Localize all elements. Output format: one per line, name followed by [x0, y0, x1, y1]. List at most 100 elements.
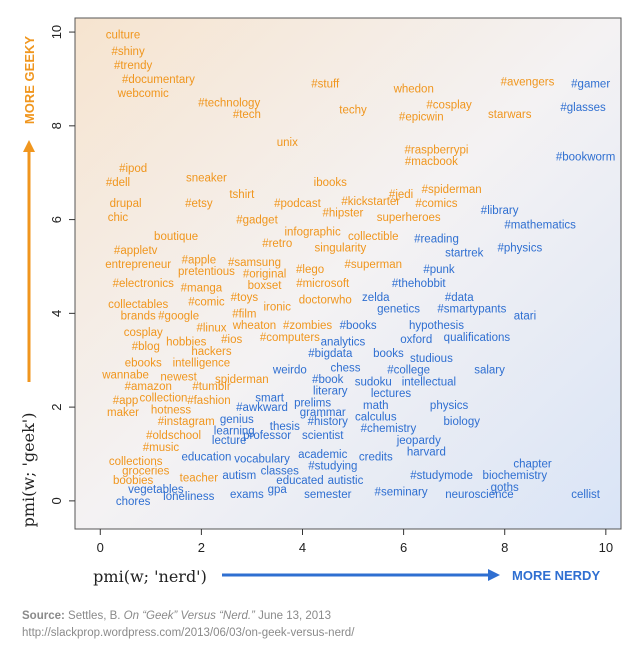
source-url: http://slackprop.wordpress.com/2013/06/0…	[22, 627, 355, 639]
word-point: #bookworm	[556, 151, 615, 163]
y-direction-arrow	[23, 140, 35, 382]
word-point: studious	[410, 353, 453, 365]
word-point: hobbies	[166, 336, 207, 348]
word-point: #film	[232, 308, 256, 320]
word-point: newest	[160, 372, 197, 384]
word-point: sneaker	[186, 172, 227, 184]
word-point: literary	[313, 386, 348, 398]
word-point: #shiny	[111, 46, 144, 58]
x-direction-label: MORE NERDY	[512, 568, 600, 583]
word-point: #blog	[132, 341, 160, 353]
y-tick-label: 0	[49, 497, 64, 504]
word-point: harvard	[407, 447, 446, 459]
word-point: #jedi	[389, 189, 413, 201]
word-point: #glasses	[560, 102, 606, 114]
word-point: #microsoft	[296, 278, 350, 290]
word-point: webcomic	[117, 88, 169, 100]
word-point: #history	[308, 416, 349, 428]
word-point: techy	[339, 104, 367, 116]
word-point: lectures	[371, 388, 412, 400]
word-point: goths	[491, 482, 519, 494]
word-point: #manga	[181, 283, 223, 295]
word-point: #avengers	[501, 76, 555, 88]
word-point: starwars	[488, 109, 532, 121]
word-point: qualifications	[444, 332, 511, 344]
word-point: loneliness	[163, 491, 214, 503]
word-point: #samsung	[228, 257, 281, 269]
word-point: oxford	[400, 334, 432, 346]
word-point: #library	[481, 205, 519, 217]
word-point: vegetables	[128, 484, 184, 496]
source-label: Source:	[22, 610, 65, 622]
word-point: chess	[330, 362, 360, 374]
word-point: #gadget	[236, 215, 278, 227]
word-point: intelligence	[173, 358, 231, 370]
word-point: hotness	[151, 404, 192, 416]
word-point: groceries	[122, 465, 170, 477]
word-point: #studymode	[410, 470, 473, 482]
word-point: #college	[387, 365, 430, 377]
word-point: collectables	[108, 299, 168, 311]
word-point: vocabulary	[234, 454, 290, 466]
word-point: #app	[113, 395, 139, 407]
word-point: chores	[116, 496, 151, 508]
y-tick-label: 8	[49, 122, 64, 129]
x-tick-label: 10	[599, 540, 613, 555]
word-point: maker	[107, 407, 139, 419]
word-point: scientist	[302, 430, 344, 442]
y-axis-label: pmi(w; 'geek')	[19, 413, 38, 528]
word-point: atari	[514, 311, 536, 323]
word-point: weirdo	[272, 365, 307, 377]
word-point: collections	[109, 456, 163, 468]
word-point: intellectual	[402, 376, 456, 388]
word-point: teacher	[180, 472, 219, 484]
x-tick-label: 4	[299, 540, 306, 555]
word-point: doctorwho	[299, 294, 352, 306]
word-point: learning	[214, 426, 255, 438]
word-point: autism	[222, 470, 256, 482]
word-point: #toys	[231, 292, 259, 304]
word-point: chapter	[513, 458, 552, 470]
word-point: unix	[277, 137, 298, 149]
word-point: credits	[359, 451, 393, 463]
word-point: #tech	[233, 109, 261, 121]
word-point: #superman	[345, 259, 403, 271]
word-point: spiderman	[215, 374, 269, 386]
word-point: culture	[106, 29, 141, 41]
word-point: entrepreneur	[105, 259, 171, 271]
word-point: autistic	[328, 475, 364, 487]
word-point: collectible	[348, 231, 399, 243]
plot-area	[74, 17, 622, 530]
word-point: #google	[158, 311, 199, 323]
word-point: #instagram	[158, 416, 215, 428]
word-point: tshirt	[229, 189, 255, 201]
word-point: ebooks	[125, 358, 162, 370]
word-point: jeopardy	[396, 435, 441, 447]
word-point: genetics	[377, 304, 420, 316]
word-point: brands	[121, 311, 156, 323]
word-point: #data	[445, 292, 474, 304]
word-point: thesis	[270, 421, 300, 433]
word-point: #chemistry	[361, 423, 417, 435]
word-point: physics	[430, 400, 469, 412]
word-point: lecture	[212, 435, 247, 447]
geek-nerd-scatter-chart: 0 2 4 6 8 10 0 2 4 6 8 10 culture #shiny #trendy #docu…	[19, 17, 622, 586]
x-tick-label: 0	[97, 540, 104, 555]
word-point: analytics	[321, 336, 366, 348]
word-point: #comic	[188, 297, 225, 309]
x-tick-label: 2	[198, 540, 205, 555]
word-point: cosplay	[124, 327, 163, 339]
word-point: #documentary	[122, 74, 195, 86]
word-point: startrek	[445, 247, 484, 259]
word-point: ironic	[263, 301, 291, 313]
word-point: #punk	[423, 264, 455, 276]
word-point: sudoku	[355, 376, 392, 388]
word-labels: culture #shiny #trendy #documentary webcomic…	[101, 29, 615, 507]
word-point: #gamer	[571, 79, 610, 91]
word-point: cellist	[571, 489, 601, 501]
word-point: #hipster	[322, 208, 363, 220]
word-point: #thehobbit	[392, 278, 447, 290]
word-point: #bigdata	[308, 348, 353, 360]
x-direction-arrow	[222, 569, 500, 581]
word-point: #physics	[498, 243, 543, 255]
